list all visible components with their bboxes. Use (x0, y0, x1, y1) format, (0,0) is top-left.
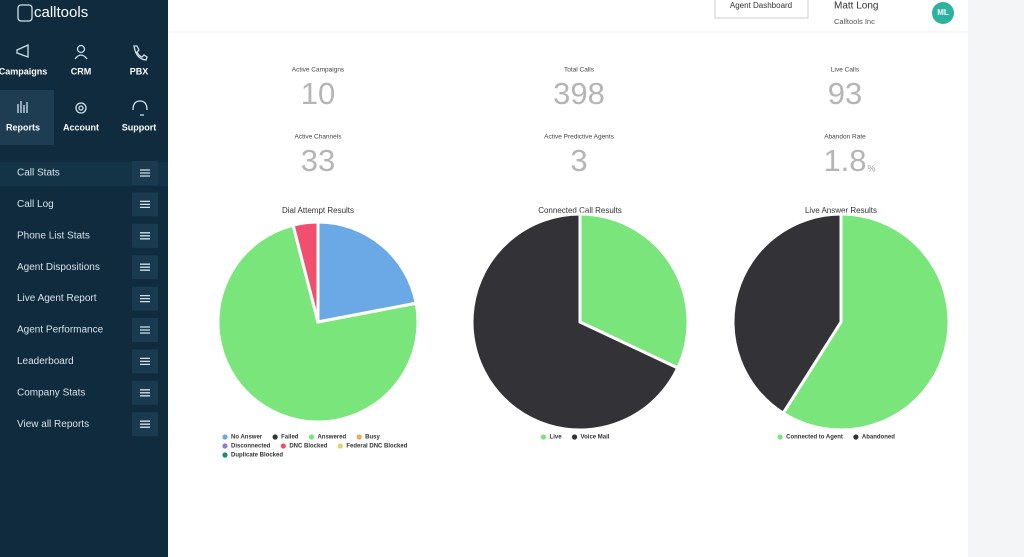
nav-icons (16, 43, 148, 116)
legend-label: Disconnected (231, 444, 271, 450)
menu: Call Stats Call Log Phone List Stats Agent … (17, 161, 158, 437)
legend-label: Failed (281, 435, 299, 441)
stat-label: Active Predictive Agents (544, 134, 614, 141)
legend-item[interactable]: Busy (356, 434, 381, 441)
stat-value: 3 (570, 143, 587, 178)
logo: calltools (34, 4, 88, 21)
pie-slice (470, 212, 680, 432)
menu-icon (140, 389, 150, 397)
nav-item[interactable]: Campaigns (0, 66, 47, 76)
legend-swatch (540, 434, 547, 440)
legend-item[interactable]: Failed (272, 434, 299, 441)
stat-label: Abandon Rate (824, 134, 866, 141)
menu-item[interactable]: View all Reports (17, 419, 89, 430)
legend-label: Answered (317, 435, 346, 441)
menu-icon (140, 326, 150, 334)
button-label[interactable]: Agent Dashboard (730, 1, 792, 10)
stat-value: 1.8 (823, 143, 866, 178)
menu-icon (140, 169, 150, 177)
legend-swatch (571, 434, 578, 440)
pie-slice (316, 220, 418, 324)
stat-label: Active Campaigns (292, 67, 345, 74)
legend-label: Live (550, 435, 563, 441)
nav-item[interactable]: CRM (71, 66, 92, 76)
stat-label: Active Channels (295, 134, 343, 141)
company-name: Calltools Inc (834, 17, 875, 26)
legend-swatch (280, 443, 286, 449)
legend-item[interactable]: Live (540, 434, 563, 441)
nav-item[interactable]: Support (122, 122, 157, 132)
chart-title: Connected Call Results (538, 206, 622, 215)
menu-item[interactable]: Phone List Stats (17, 230, 90, 241)
stat-label: Live Calls (831, 67, 860, 74)
legend-label: Voice Mail (581, 435, 610, 441)
menu-item[interactable]: Agent Performance (17, 325, 104, 336)
legend-label: Busy (365, 435, 380, 441)
legend-label: No Answer (231, 435, 263, 441)
stat-value: 33 (301, 143, 335, 178)
pie-slice (731, 212, 843, 416)
menu-icon (140, 294, 150, 303)
legend-swatch (222, 434, 228, 440)
chart-title: Live Answer Results (805, 206, 877, 215)
menu-icon (140, 263, 150, 271)
legend-item[interactable]: Voice Mail (571, 434, 610, 441)
legend-item[interactable]: Connected to Agent (777, 434, 843, 441)
stat-unit: % (868, 163, 876, 173)
legend-item[interactable]: Abandoned (853, 434, 895, 441)
legend-item[interactable]: DNC Blocked (280, 443, 328, 450)
menu-item[interactable]: Company Stats (17, 387, 85, 398)
legend-swatch (308, 434, 315, 440)
legend-item[interactable]: Duplicate Blocked (222, 452, 283, 459)
legend-item[interactable]: Answered (308, 434, 347, 441)
legend-label: Connected to Agent (786, 435, 843, 441)
menu-icon (140, 420, 150, 428)
menu-icon (140, 232, 150, 240)
legend-label: DNC Blocked (289, 444, 327, 450)
dashboard-button[interactable] (714, 0, 809, 19)
nav-item[interactable]: Reports (6, 122, 40, 132)
legend-swatch (853, 434, 859, 440)
menu-item[interactable]: Leaderboard (17, 356, 74, 367)
menu-item[interactable]: Call Stats (17, 168, 60, 179)
menu-item[interactable]: Call Log (17, 199, 54, 210)
legend-swatch (222, 443, 228, 449)
stat-value: 398 (553, 76, 605, 111)
pie-slice (781, 212, 951, 432)
menu-icon (140, 200, 150, 209)
menu-item[interactable]: Live Agent Report (17, 293, 97, 304)
avatar-initials[interactable]: ML (937, 8, 949, 17)
legend-item[interactable]: Disconnected (222, 443, 271, 450)
legend-swatch (777, 434, 783, 440)
legend-label: Duplicate Blocked (231, 453, 283, 459)
stat-value: 10 (301, 76, 335, 111)
nav-item[interactable]: Account (63, 122, 99, 132)
legend-swatch (272, 434, 278, 440)
logo-icon (17, 4, 33, 22)
pie-slice (578, 212, 690, 370)
legend-item[interactable]: No Answer (222, 434, 263, 441)
legend-label: Abandoned (862, 435, 895, 441)
legend-swatch (337, 443, 343, 449)
stat-value: 93 (828, 76, 862, 111)
legend-item[interactable]: Federal DNC Blocked (337, 443, 408, 450)
nav: Campaigns CRM PBX Reports Account Support (0, 66, 156, 132)
legend-swatch (222, 452, 228, 458)
nav-item[interactable]: PBX (130, 66, 149, 76)
pie-slice (216, 223, 420, 424)
avatar[interactable] (932, 2, 954, 24)
chart-title: Dial Attempt Results (282, 206, 354, 215)
stat-label: Total Calls (564, 67, 595, 74)
backdrop (968, 0, 1024, 557)
user-name: Matt Long (834, 1, 878, 12)
legend-label: Federal DNC Blocked (346, 444, 407, 450)
nav-active (0, 90, 54, 145)
legend-swatch (356, 434, 362, 440)
menu-icon (140, 357, 150, 366)
menu-item[interactable]: Agent Dispositions (17, 262, 100, 273)
